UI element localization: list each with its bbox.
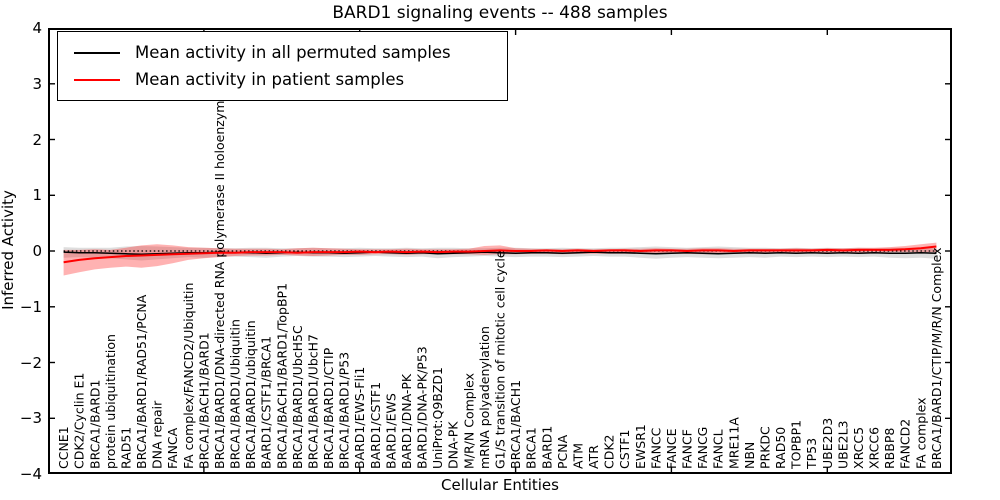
y-tick-label: 1 [32, 186, 42, 205]
y-tick-label: 0 [32, 242, 42, 260]
y-tick-label: −1 [19, 297, 42, 316]
x-tick-label: BARD1/EWS [383, 393, 398, 469]
plot-frame [48, 28, 952, 474]
chart-canvas: CCNE1 CDK2/Cyclin E1 BRCA1/BARD1 protein ub… [48, 28, 952, 474]
x-tick-label: BRCA1/BACH1/BARD1/TopBP1 [274, 283, 289, 469]
legend-line-permuted-swatch [74, 51, 120, 54]
x-tick-label: BRCA1 [524, 427, 539, 469]
y-tick-label: −4 [19, 465, 42, 483]
x-tick-label: BRCA1/BACH1 [508, 380, 523, 469]
x-tick-label: PCNA [555, 434, 570, 469]
x-tick-label: FANCD2 [898, 419, 913, 469]
x-tick-label: FANCE [664, 428, 679, 469]
x-tick-label: UBE2L3 [835, 421, 850, 470]
x-tick-label: NBN [742, 442, 757, 469]
x-tick-label: FANCA [165, 427, 180, 469]
x-tick-label: MRE11A [726, 417, 741, 469]
x-tick-label: DNA repair [150, 400, 165, 469]
plot-area: CCNE1 CDK2/Cyclin E1 BRCA1/BARD1 protein ub… [48, 28, 952, 474]
y-tick-label: −3 [19, 409, 42, 428]
x-tick-label: BARD1/DNA-PK [399, 373, 414, 469]
x-tick-label: FA complex [913, 397, 928, 469]
x-tick-label: DNA-PK [446, 421, 461, 469]
x-tick-label: UniProt:Q9BZD1 [430, 367, 445, 469]
x-tick-label: G1/S transition of mitotic cell cycle [493, 250, 508, 469]
x-tick-label: BARD1/DNA-PK/P53 [415, 346, 430, 469]
y-tick-label: −2 [19, 353, 42, 372]
patient-line [63, 245, 937, 264]
x-tick-label: PRKDC [758, 426, 773, 469]
x-tick-label: BRCA1/BARD1/DNA-directed RNA polymerase … [212, 93, 227, 469]
legend-entry: Mean activity in all permuted samples [68, 39, 497, 66]
x-tick-label: BARD1/CSTF1/BRCA1 [259, 336, 274, 469]
x-tick-label: RAD50 [773, 427, 788, 469]
x-tick-label: XRCC6 [867, 427, 882, 469]
x-tick-label: BRCA1/BARD1 [87, 380, 102, 469]
x-tick-label: XRCC5 [851, 427, 866, 469]
x-tick-label: BRCA1/BARD1/UbcH7 [306, 334, 321, 469]
x-tick-label: BRCA1/BARD1/P53 [337, 352, 352, 469]
x-tick-label: RBBP8 [882, 428, 897, 469]
x-tick-label: FANCC [648, 427, 663, 469]
x-tick-label: BRCA1/BARD1/RAD51/PCNA [134, 294, 149, 469]
x-tick-label: ATM [570, 443, 585, 469]
x-tick-label: BARD1/CSTF1 [368, 382, 383, 469]
legend-entry-label: Mean activity in patient samples [135, 70, 405, 89]
x-tick-label: TOPBP1 [789, 420, 804, 470]
x-tick-label: CDK2/Cyclin E1 [72, 373, 87, 469]
x-tick-label: TP53 [804, 438, 819, 470]
x-tick-label: CCNE1 [56, 426, 71, 469]
x-tick-label: UBE2D3 [820, 418, 835, 469]
y-tick-label: 4 [32, 19, 42, 37]
x-tick-label: BRCA1/BARD1/CTIP/M/R/N Complex [929, 247, 944, 469]
x-tick-label: ATR [586, 445, 601, 469]
x-tick-label: BRCA1/BACH1/BARD1 [196, 332, 211, 469]
x-tick-label: CSTF1 [617, 430, 632, 469]
y-tick-label: 2 [32, 130, 42, 149]
x-tick-label: EWSR1 [633, 424, 648, 469]
legend: Mean activity in all permuted samples Me… [57, 31, 508, 101]
x-tick-label: CDK2 [602, 434, 617, 469]
x-tick-label: BRCA1/BARD1/ubiquitin [243, 320, 258, 469]
x-tick-label: BRCA1/BARD1/UbcH5C [290, 325, 305, 469]
chart-title: BARD1 signaling events -- 488 samples [332, 3, 668, 23]
x-tick-label: BRCA1/BARD1/CTIP [321, 347, 336, 469]
x-tick-label: mRNA polyadenylation [477, 326, 492, 469]
legend-entry-label: Mean activity in all permuted samples [135, 43, 451, 62]
x-tick-label: BRCA1/BARD1/Ubiquitin [228, 319, 243, 469]
x-tick-label: BARD1/EWS-Fli1 [352, 367, 367, 469]
x-tick-label: FANCL [711, 429, 726, 469]
x-tick-label: M/R/N Complex [461, 373, 476, 469]
x-axis-label: Cellular Entities [441, 476, 559, 494]
y-tick-label: 3 [32, 74, 42, 93]
x-tick-label: FA complex/FANCD2/Ubiquitin [181, 283, 196, 469]
x-tick-label: RAD51 [118, 427, 133, 469]
x-tick-label: protein ubiquitination [103, 334, 118, 469]
x-tick-label: FANCF [680, 429, 695, 469]
legend-line-patient-swatch [74, 78, 120, 81]
x-tick-label: FANCG [695, 427, 710, 469]
x-tick-label: BARD1 [539, 426, 554, 469]
legend-entry: Mean activity in patient samples [68, 66, 497, 93]
